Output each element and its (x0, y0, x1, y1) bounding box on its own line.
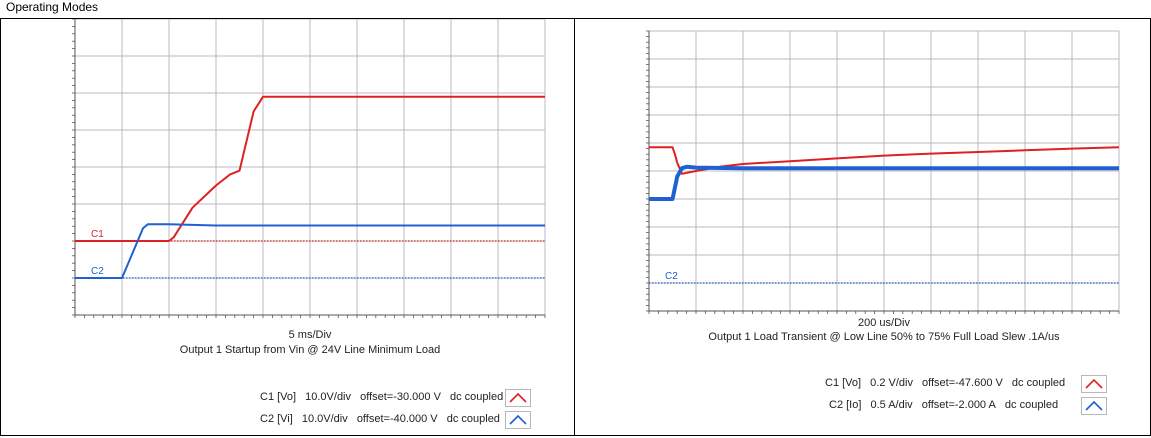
c2-waveform-icon (1081, 397, 1107, 415)
waveform-c2 (75, 223, 545, 279)
c1-waveform-icon (505, 389, 531, 407)
legend-row-c1: C1 [Vo] 10.0V/div offset=-30.000 V dc co… (260, 391, 509, 411)
legend-coupling: dc coupled (1004, 399, 1059, 411)
legend-channel: C2 [Vi] (260, 413, 293, 425)
legend-coupling: dc coupled (449, 391, 504, 403)
chart-title: Output 1 Load Transient @ Low Line 50% t… (708, 331, 1060, 343)
legend-offset: offset=-47.600 V (922, 377, 1003, 389)
legend-offset: offset=-40.000 V (356, 413, 438, 425)
legend-scale: 10.0V/div (301, 413, 348, 425)
legend-channel: C2 [Io] (829, 399, 862, 411)
x-division-label: 200 us/Div (858, 317, 910, 329)
legend-channel: C1 [Vo] (825, 377, 862, 389)
legend-offset: offset=-2.000 A (921, 399, 996, 411)
legend-coupling: dc coupled (1011, 377, 1066, 389)
channel-marker-label-c2: C2 (665, 271, 678, 282)
startup-scope-plot: C1 C2 (72, 19, 546, 318)
legend-coupling: dc coupled (446, 413, 500, 425)
c1-waveform-icon (1081, 375, 1107, 393)
legend-row-c2: C2 [Io] 0.5 A/div offset=-2.000 A dc cou… (829, 399, 1064, 419)
legend-scale: 0.2 V/div (870, 377, 913, 389)
chart-title: Output 1 Startup from Vin @ 24V Line Min… (179, 344, 441, 356)
legend-row-c1: C1 [Vo] 0.2 V/div offset=-47.600 V dc co… (825, 377, 1071, 397)
left-panel: C1 C2 5 ms/Div Output 1 Startup from Vin … (0, 18, 575, 436)
legend-row-c2: C2 [Vi] 10.0V/div offset=-40.000 V dc co… (260, 413, 506, 433)
x-division-label: 5 ms/Div (288, 329, 332, 341)
c2-waveform-icon (505, 411, 531, 429)
legend-scale: 10.0V/div (305, 391, 352, 403)
waveform-c1 (75, 95, 545, 242)
legend-channel: C1 [Vo] (260, 391, 297, 403)
waveform-c1 (649, 146, 1120, 175)
load-transient-scope-plot: C2 (646, 30, 1120, 314)
right-panel: C2 200 us/Div Output 1 Load Transient @ … (574, 18, 1151, 436)
caption: Operating Modes (6, 0, 99, 14)
legend-offset: offset=-30.000 V (360, 391, 441, 403)
channel-marker-label-c1: C1 (91, 229, 104, 240)
waveform-c2 (649, 164, 1119, 201)
legend-scale: 0.5 A/div (870, 399, 913, 411)
channel-marker-label-c2: C2 (91, 266, 104, 277)
